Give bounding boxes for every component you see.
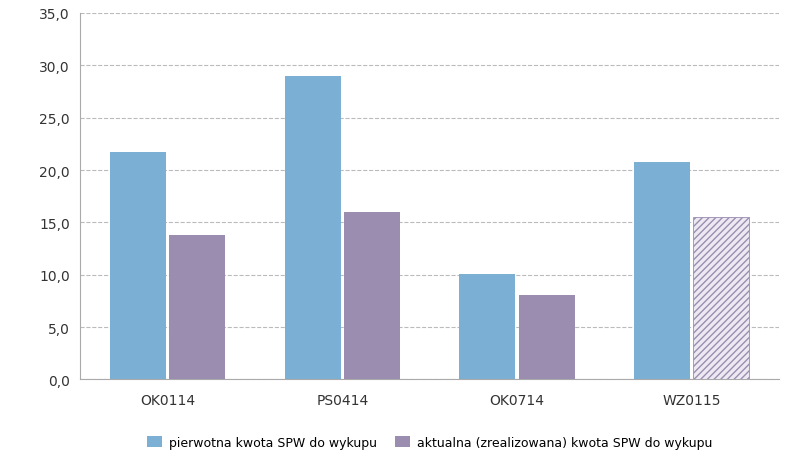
Bar (692, 218, 748, 380)
Bar (169, 236, 225, 380)
Legend: pierwotna kwota SPW do wykupu, aktualna (zrealizowana) kwota SPW do wykupu: pierwotna kwota SPW do wykupu, aktualna … (142, 431, 716, 454)
Bar (284, 76, 340, 380)
Bar (633, 163, 689, 380)
Bar (459, 274, 515, 380)
Bar (518, 295, 574, 380)
Bar (110, 153, 166, 380)
Bar (343, 213, 399, 380)
